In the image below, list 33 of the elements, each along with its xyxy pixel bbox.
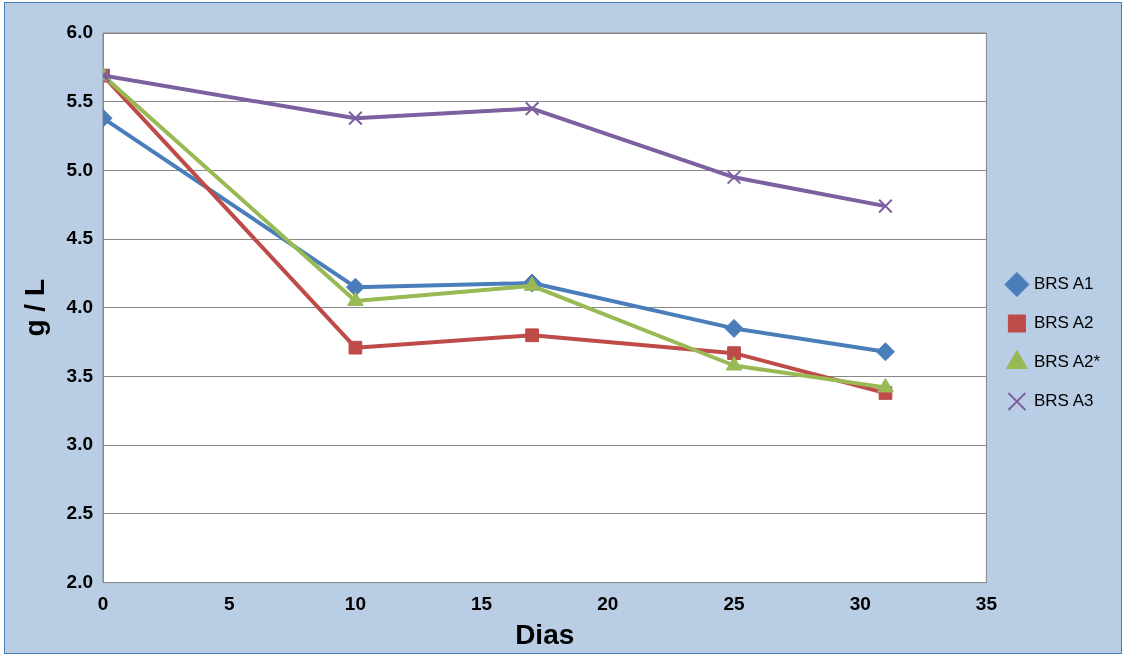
- y-tick-label: 6.0: [66, 21, 94, 43]
- y-tick-label: 2.5: [66, 502, 94, 524]
- point: [345, 277, 365, 297]
- point: [727, 346, 741, 361]
- point: [524, 101, 540, 116]
- legend-label: BRS A2*: [1033, 352, 1101, 372]
- x-tick-label: 35: [975, 593, 998, 615]
- x-tick-label: 20: [597, 593, 619, 615]
- point: [878, 198, 893, 214]
- y-tick-label: 4.0: [66, 296, 94, 318]
- y-tick-label: 4.5: [66, 227, 94, 249]
- y-tick-label: 3.0: [66, 433, 94, 455]
- x-tick-label: 5: [223, 593, 235, 615]
- legend-label: BRS A1: [1033, 274, 1094, 294]
- x-tick-label: 10: [344, 593, 366, 615]
- point: [525, 328, 539, 343]
- y-tick-label: 2.0: [66, 570, 94, 592]
- y-tick-label: 5.0: [66, 158, 94, 180]
- y-tick-label: 5.5: [66, 89, 94, 111]
- point: [348, 340, 363, 355]
- x-axis-title: Dias: [515, 618, 575, 650]
- point: [724, 318, 744, 338]
- x-tick-label: 30: [849, 593, 871, 615]
- legend-label: BRS A2: [1033, 313, 1094, 333]
- legend-label: BRS A3: [1033, 391, 1094, 411]
- point: [875, 342, 895, 362]
- point: [348, 110, 363, 126]
- point: [726, 169, 742, 185]
- y-axis-title: g / L: [18, 279, 50, 337]
- x-tick-label: 15: [471, 593, 493, 615]
- x-tick-label: 25: [723, 593, 746, 615]
- x-tick-label: 0: [97, 593, 109, 615]
- y-tick-label: 3.5: [66, 364, 94, 386]
